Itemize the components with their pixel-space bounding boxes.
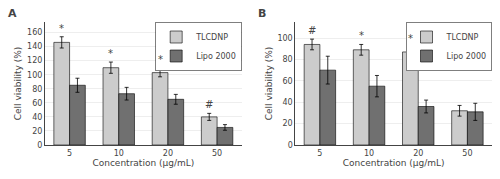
svg-text:100: 100 — [27, 71, 42, 80]
svg-text:B: B — [258, 7, 266, 20]
svg-text:140: 140 — [27, 42, 42, 51]
svg-text:Lipo 2000: Lipo 2000 — [447, 52, 487, 61]
svg-text:#: # — [308, 25, 316, 36]
svg-text:TLCDNP: TLCDNP — [195, 33, 228, 42]
svg-text:5: 5 — [67, 149, 72, 158]
svg-text:50: 50 — [462, 149, 472, 158]
svg-text:100: 100 — [277, 34, 292, 43]
svg-text:Concentration (μg/mL): Concentration (μg/mL) — [343, 158, 445, 168]
svg-text:20: 20 — [283, 119, 293, 128]
svg-text:TLCDNP: TLCDNP — [446, 33, 479, 42]
svg-text:60: 60 — [32, 99, 42, 108]
svg-text:10: 10 — [364, 149, 374, 158]
svg-text:*: * — [158, 54, 163, 65]
svg-text:*: * — [59, 23, 64, 34]
svg-text:20: 20 — [32, 127, 42, 136]
svg-text:Lipo 2000: Lipo 2000 — [196, 52, 236, 61]
svg-text:40: 40 — [32, 113, 42, 122]
svg-text:0: 0 — [37, 141, 42, 150]
svg-text:20: 20 — [413, 149, 423, 158]
svg-text:20: 20 — [163, 149, 173, 158]
svg-text:A: A — [8, 7, 17, 20]
svg-text:*: * — [359, 30, 364, 41]
svg-text:Cell viability (%): Cell viability (%) — [13, 47, 23, 121]
svg-text:40: 40 — [283, 98, 293, 107]
svg-text:80: 80 — [283, 55, 293, 64]
svg-text:*: * — [108, 48, 113, 59]
svg-text:Cell viability (%): Cell viability (%) — [264, 47, 274, 121]
svg-text:Concentration (μg/mL): Concentration (μg/mL) — [92, 158, 194, 168]
svg-text:10: 10 — [114, 149, 124, 158]
svg-text:160: 160 — [27, 28, 42, 37]
svg-text:0: 0 — [288, 141, 293, 150]
svg-text:120: 120 — [27, 56, 42, 65]
svg-text:5: 5 — [317, 149, 322, 158]
svg-text:80: 80 — [32, 85, 42, 94]
svg-text:#: # — [205, 99, 213, 110]
svg-text:50: 50 — [212, 149, 222, 158]
svg-text:*: * — [408, 33, 413, 44]
svg-text:60: 60 — [283, 77, 293, 86]
